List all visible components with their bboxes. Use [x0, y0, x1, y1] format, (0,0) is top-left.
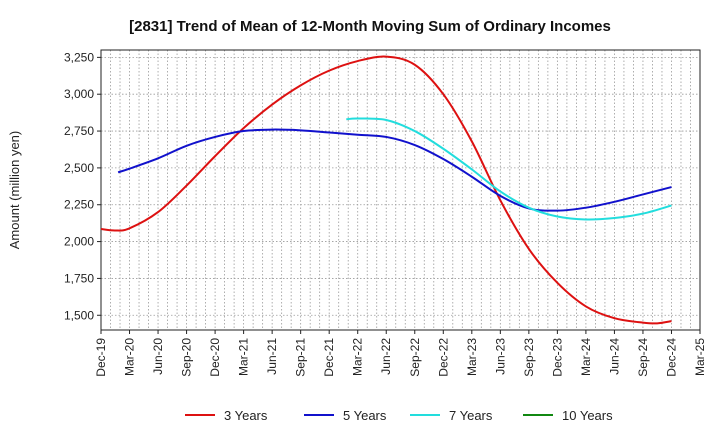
legend-label-3-years: 3 Years	[224, 408, 268, 423]
x-tick-label: Sep-21	[294, 338, 308, 377]
x-tick-label: Dec-21	[322, 338, 336, 377]
y-tick-label: 2,000	[64, 235, 94, 249]
series-lines	[100, 55, 672, 325]
y-tick-label: 2,750	[64, 124, 94, 138]
y-axis-label: Amount (million yen)	[7, 131, 22, 250]
x-tick-label: Jun-21	[265, 338, 279, 375]
legend-label-7-years: 7 Years	[449, 408, 493, 423]
x-tick-label: Mar-24	[579, 338, 593, 376]
legend-label-5-years: 5 Years	[343, 408, 387, 423]
x-tick-label: Mar-21	[237, 338, 251, 376]
x-tick-label: Jun-24	[607, 338, 621, 375]
x-tick-label: Mar-25	[693, 338, 707, 376]
plot-frame	[100, 49, 701, 331]
series-line-5-years	[117, 128, 672, 212]
legend-label-10-years: 10 Years	[562, 408, 613, 423]
x-tick-label: Dec-23	[550, 338, 564, 377]
y-tick-label: 2,500	[64, 161, 94, 175]
x-tick-label: Jun-22	[379, 338, 393, 375]
chart-title: [2831] Trend of Mean of 12-Month Moving …	[129, 18, 611, 35]
series-line-7-years	[346, 117, 672, 221]
x-tick-label: Jun-20	[151, 338, 165, 375]
x-axis: Dec-19 Mar-20 Jun-20 Sep-20 Dec-20 Mar-21 Jun-…	[94, 330, 707, 377]
series-line-3-years	[100, 55, 672, 325]
x-tick-label: Sep-20	[180, 338, 194, 377]
x-tick-label: Dec-22	[436, 338, 450, 377]
gridlines	[101, 50, 700, 330]
x-tick-label: Sep-23	[522, 338, 536, 377]
y-tick-label: 1,750	[64, 271, 94, 285]
y-axis: 1,500 1,750 2,000 2,250 2,500 2,750 3,000 3,250	[64, 50, 101, 322]
x-tick-label: Dec-20	[208, 338, 222, 377]
y-tick-label: 2,250	[64, 198, 94, 212]
x-tick-label: Mar-22	[351, 338, 365, 376]
x-tick-label: Jun-23	[493, 338, 507, 375]
y-tick-label: 1,500	[64, 308, 94, 322]
x-tick-label: Dec-19	[94, 338, 108, 377]
x-tick-label: Sep-24	[636, 338, 650, 377]
x-tick-label: Dec-24	[664, 338, 678, 377]
legend: 3 Years 5 Years 7 Years 10 Years	[185, 408, 613, 423]
y-tick-label: 3,000	[64, 87, 94, 101]
x-tick-label: Mar-23	[465, 338, 479, 376]
y-tick-label: 3,250	[64, 50, 94, 64]
x-tick-label: Mar-20	[123, 338, 137, 376]
x-tick-label: Sep-22	[408, 338, 422, 377]
